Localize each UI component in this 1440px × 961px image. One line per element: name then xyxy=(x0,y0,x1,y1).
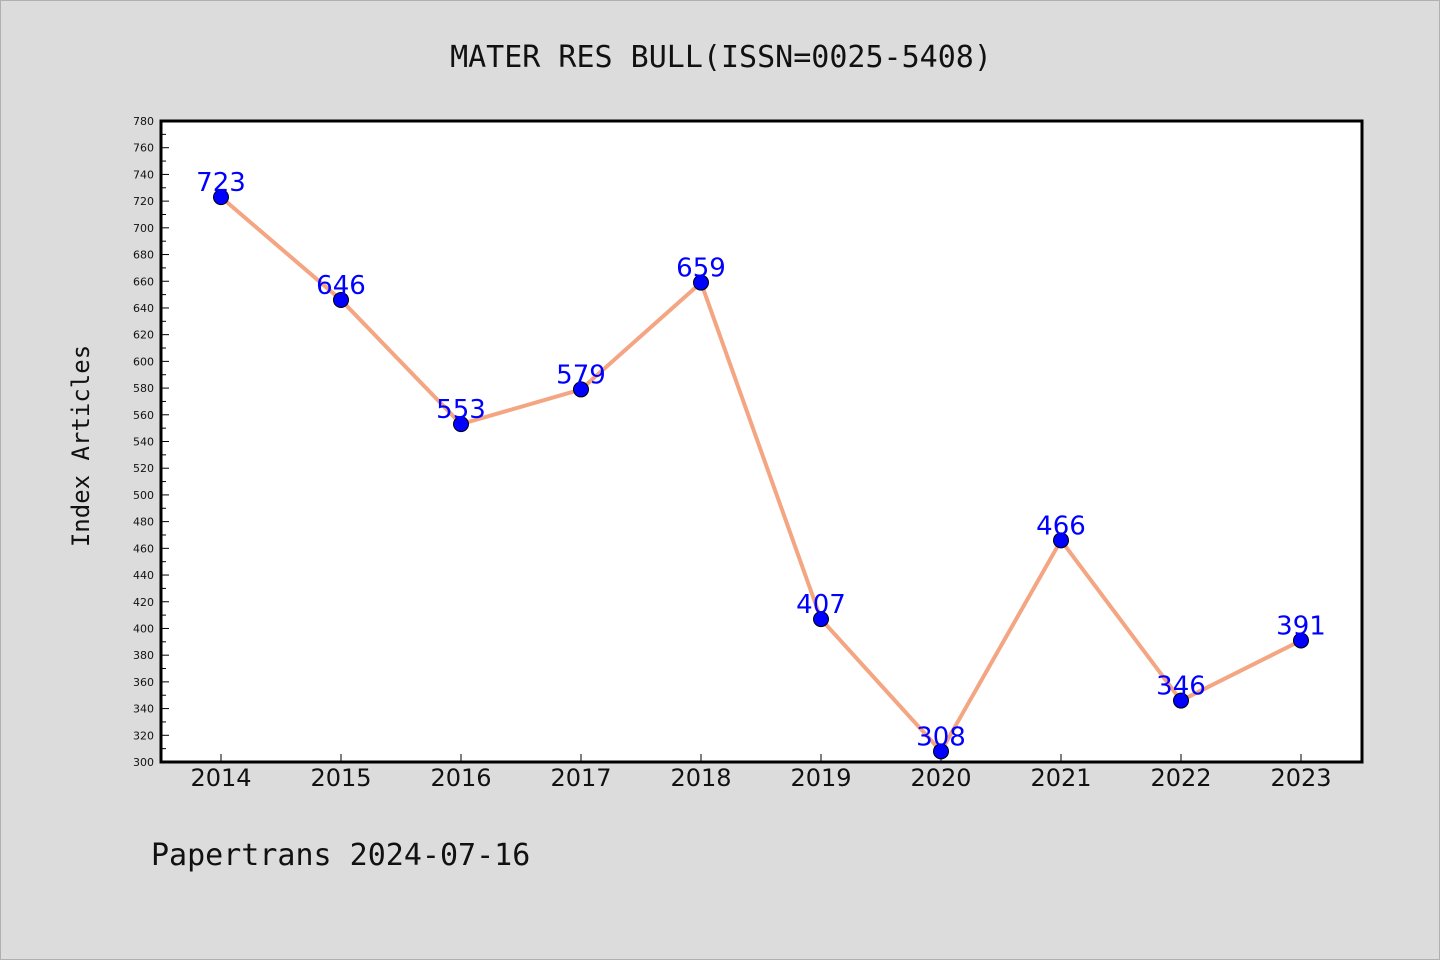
y-tick-label: 620 xyxy=(133,329,154,342)
data-point xyxy=(933,743,949,760)
x-tick-label: 2023 xyxy=(1270,764,1331,792)
y-tick-label: 660 xyxy=(133,275,154,288)
y-tick-label: 760 xyxy=(133,142,154,155)
x-tick-label: 2016 xyxy=(430,764,491,792)
data-point xyxy=(573,381,589,398)
data-label: 646 xyxy=(316,271,366,301)
data-point xyxy=(213,189,229,206)
data-point xyxy=(1053,532,1069,549)
x-tick-label: 2022 xyxy=(1150,764,1211,792)
y-tick-label: 460 xyxy=(133,542,154,555)
series-layer: 723 646 553 579 659 407 308 466 346 391 xyxy=(196,168,1326,760)
x-tick-label: 2014 xyxy=(190,764,251,792)
x-tick-label: 2015 xyxy=(310,764,371,792)
data-label: 346 xyxy=(1156,672,1206,702)
y-tick-label: 340 xyxy=(133,703,154,716)
data-label: 407 xyxy=(796,590,846,620)
chart-title: MATER RES BULL(ISSN=0025-5408) xyxy=(450,40,992,75)
data-label: 391 xyxy=(1276,611,1326,641)
y-tick-label: 640 xyxy=(133,302,154,315)
data-point xyxy=(813,611,829,628)
y-tick-label: 300 xyxy=(133,756,154,769)
y-tick-label: 400 xyxy=(133,622,154,635)
footer-source-date: Papertrans 2024-07-16 xyxy=(151,838,530,873)
y-tick-label: 500 xyxy=(133,489,154,502)
x-tick-label: 2019 xyxy=(790,764,851,792)
data-point xyxy=(453,416,469,433)
y-tick-label: 700 xyxy=(133,222,154,235)
data-label: 466 xyxy=(1036,511,1086,541)
series-line xyxy=(219,195,1302,754)
y-tick-label: 600 xyxy=(133,355,154,368)
y-tick-label: 320 xyxy=(133,729,154,742)
y-tick-label: 720 xyxy=(133,195,154,208)
data-label: 659 xyxy=(676,254,726,284)
data-label: 553 xyxy=(436,395,486,425)
data-point xyxy=(1293,632,1309,649)
data-label: 723 xyxy=(196,168,246,198)
x-tick-label: 2018 xyxy=(670,764,731,792)
x-axis: 2014 2015 2016 2017 2018 2019 2020 2021 2022 2023 xyxy=(190,754,1332,792)
data-label: 579 xyxy=(556,360,606,390)
x-tick-label: 2021 xyxy=(1030,764,1091,792)
y-tick-label: 740 xyxy=(133,168,154,181)
data-point xyxy=(693,274,709,291)
y-tick-label: 440 xyxy=(133,569,154,582)
y-tick-label: 380 xyxy=(133,649,154,662)
y-tick-label: 520 xyxy=(133,462,154,475)
y-tick-label: 780 xyxy=(133,115,154,128)
y-tick-label: 540 xyxy=(133,436,154,449)
plot-area xyxy=(159,119,1364,764)
data-point xyxy=(1173,692,1189,709)
y-tick-label: 420 xyxy=(133,596,154,609)
y-tick-label: 360 xyxy=(133,676,154,689)
y-tick-label: 480 xyxy=(133,516,154,529)
y-axis: 300 320 340 360 380 400 420 440 460 480 500 520 540 5… xyxy=(133,115,169,769)
y-tick-label: 580 xyxy=(133,382,154,395)
y-axis-label: Index Articles xyxy=(67,345,95,547)
y-tick-label: 680 xyxy=(133,249,154,262)
y-tick-label: 560 xyxy=(133,409,154,422)
data-label: 308 xyxy=(916,722,966,752)
x-tick-label: 2020 xyxy=(910,764,971,792)
data-point xyxy=(333,291,349,308)
x-tick-label: 2017 xyxy=(550,764,611,792)
